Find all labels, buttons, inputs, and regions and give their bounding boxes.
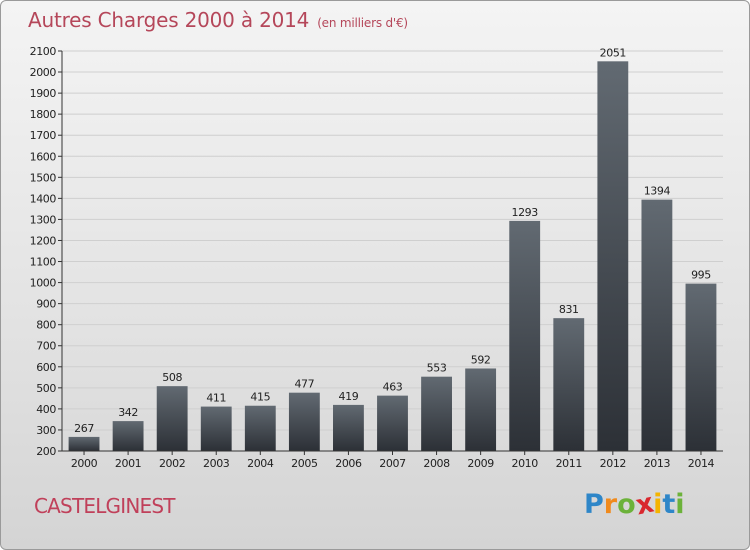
x-tick-label: 2002	[159, 457, 185, 470]
data-label: 2051	[600, 46, 626, 59]
bar	[641, 199, 673, 451]
bar	[465, 368, 497, 451]
y-tick-label: 500	[36, 382, 56, 395]
y-tick-label: 1500	[30, 171, 57, 184]
x-tick-label: 2000	[71, 457, 98, 470]
y-tick-label: 1800	[30, 108, 57, 121]
y-tick-label: 1300	[30, 213, 57, 226]
bar	[553, 318, 585, 451]
bar	[68, 436, 100, 451]
y-tick-label: 400	[36, 403, 56, 416]
y-tick-label: 600	[36, 361, 56, 374]
y-tick-label: 900	[36, 298, 56, 311]
y-tick-label: 1600	[30, 150, 57, 163]
logo-letter: r	[603, 489, 618, 520]
x-tick-label: 2013	[644, 457, 671, 470]
data-label: 1293	[511, 206, 538, 219]
data-label: 477	[294, 378, 314, 391]
y-tick-label: 1200	[30, 234, 57, 247]
bar	[685, 283, 717, 451]
x-tick-label: 2004	[247, 457, 274, 470]
bar	[509, 220, 541, 451]
x-tick-label: 2007	[379, 457, 406, 470]
bar	[244, 405, 276, 451]
data-label: 267	[74, 422, 94, 435]
proxiti-logo[interactable]: Proxiti	[584, 488, 685, 522]
bar	[288, 392, 320, 451]
y-tick-label: 1900	[30, 87, 57, 100]
y-tick-label: 800	[36, 319, 56, 332]
y-tick-label: 1400	[30, 192, 57, 205]
labels-layer: 267 342 508 411 415 477 419 463 553 592 1293 831 205…	[74, 46, 712, 435]
logo-letter: i	[675, 489, 685, 520]
bar	[377, 395, 408, 451]
bar	[200, 406, 232, 451]
data-label: 342	[118, 406, 138, 419]
place-name: CASTELGINEST	[34, 494, 175, 518]
bar	[597, 61, 629, 451]
data-label: 995	[691, 269, 711, 282]
bar	[421, 376, 452, 451]
bar	[112, 421, 144, 451]
bar	[333, 404, 364, 451]
x-tick-label: 2014	[688, 457, 715, 470]
y-tick-label: 1000	[30, 277, 57, 290]
y-tick-label: 2000	[30, 66, 57, 79]
x-tick-label: 2011	[556, 457, 582, 470]
data-label: 411	[206, 392, 226, 405]
logo-letter: o	[617, 489, 636, 520]
data-label: 463	[383, 381, 403, 394]
chart-subtitle: (en milliers d'€)	[317, 16, 408, 30]
data-label: 831	[559, 303, 579, 316]
x-tick-label: 2006	[335, 457, 362, 470]
data-label: 508	[162, 371, 182, 384]
data-label: 419	[339, 390, 359, 403]
x-tick-label: 2010	[511, 457, 538, 470]
y-tick-label: 300	[36, 424, 56, 437]
y-tick-label: 200	[36, 445, 56, 458]
logo-letter: t	[662, 489, 676, 520]
logo-letter: P	[584, 489, 604, 520]
bar	[156, 386, 188, 451]
y-tick-label: 1100	[30, 256, 57, 269]
y-tick-label: 700	[36, 340, 56, 353]
x-tick-label: 2012	[600, 457, 626, 470]
bars-layer	[68, 61, 717, 451]
x-tick-label: 2003	[203, 457, 230, 470]
x-tick-label: 2009	[467, 457, 494, 470]
data-label: 592	[471, 353, 491, 366]
x-tick-label: 2001	[115, 457, 141, 470]
x-tick-label: 2008	[423, 457, 450, 470]
chart-title: Autres Charges 2000 à 2014 (en milliers d…	[28, 8, 408, 32]
data-label: 415	[250, 391, 270, 404]
axis-layer: 200 300 400 500 600 700 800 900 1000 1100 1200 1300…	[30, 45, 723, 470]
y-tick-label: 1700	[30, 129, 57, 142]
x-tick-label: 2005	[291, 457, 318, 470]
logo-letter: i	[653, 489, 663, 520]
data-label: 553	[427, 362, 447, 375]
chart-title-text: Autres Charges 2000 à 2014	[28, 8, 310, 32]
data-label: 1394	[644, 185, 671, 198]
y-tick-label: 2100	[30, 45, 57, 58]
